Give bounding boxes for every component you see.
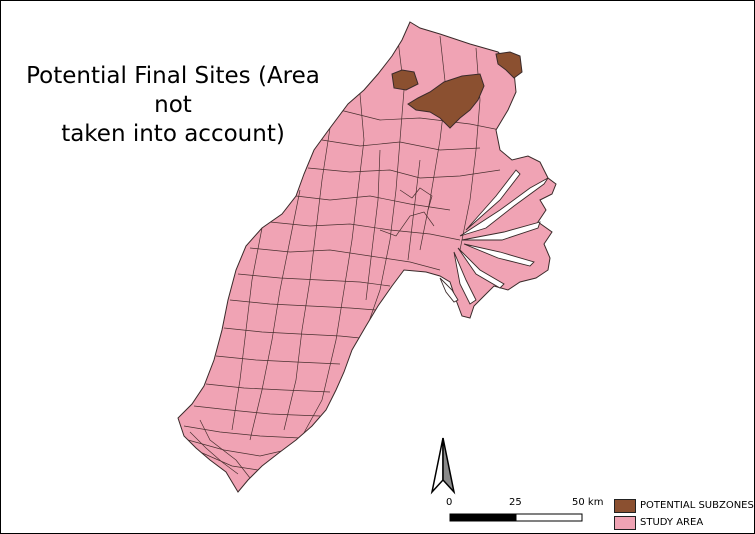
north-arrow-icon	[430, 437, 456, 495]
scale-label-zero: 0	[446, 497, 453, 508]
scale-label-mid: 25	[509, 497, 522, 508]
map-title-line-2: taken into account)	[61, 121, 285, 147]
subzone-1	[391, 69, 419, 91]
delta-channels	[439, 169, 549, 305]
potential-subzones	[391, 51, 523, 129]
map-title: Potential Final Sites (Area not taken in…	[8, 62, 338, 149]
legend-swatch-study-area	[614, 516, 636, 530]
study-area-polygon	[177, 21, 557, 493]
map-title-line-1: Potential Final Sites (Area not	[26, 63, 320, 118]
subzone-2	[407, 73, 485, 129]
legend-label-potential-subzones: POTENTIAL SUBZONES	[640, 500, 754, 511]
scale-label-max: 50 km	[572, 497, 604, 508]
legend-label-study-area: STUDY AREA	[640, 517, 704, 528]
scale-bar	[449, 513, 583, 522]
legend-swatch-potential-subzones	[614, 499, 636, 513]
subzone-3	[495, 51, 523, 79]
